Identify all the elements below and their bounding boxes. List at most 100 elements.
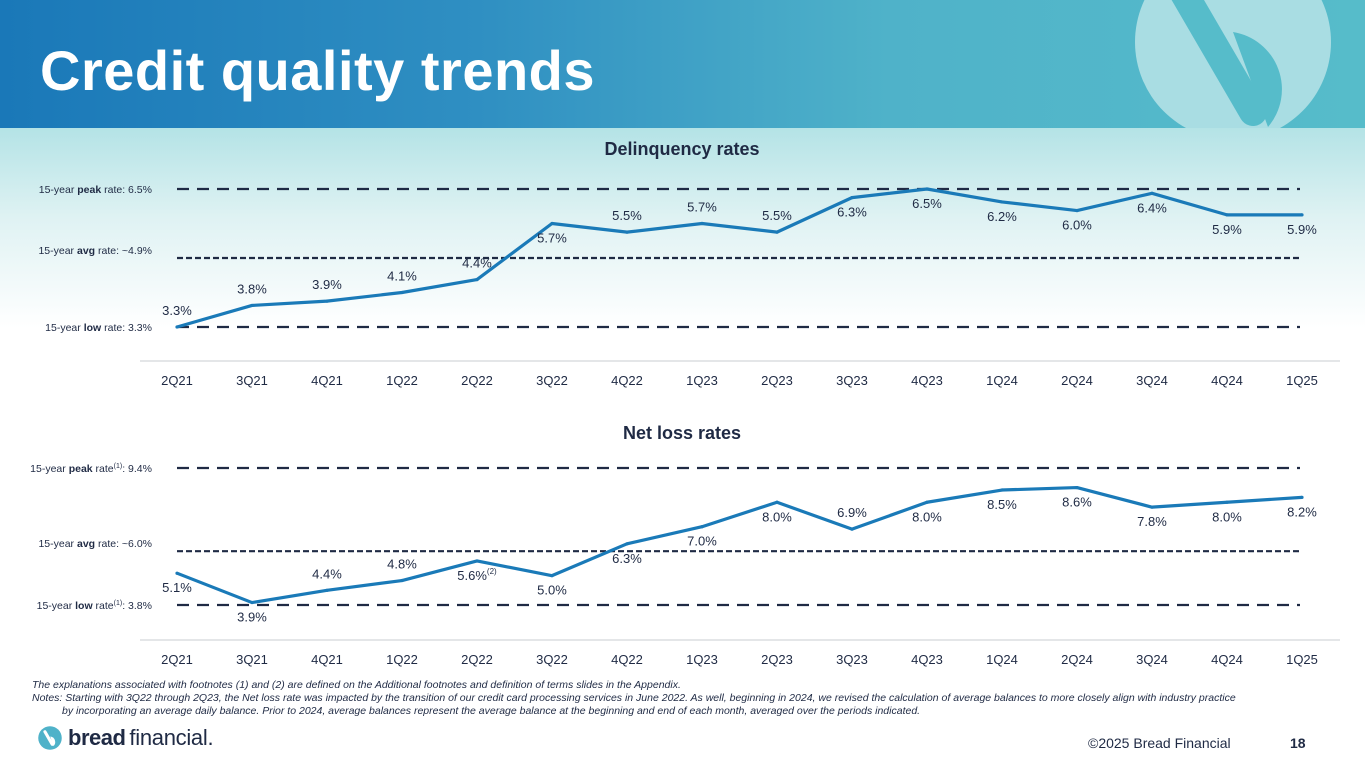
x-tick-label: 3Q21 [236, 373, 268, 388]
data-label: 8.2% [1287, 504, 1317, 519]
data-point [325, 588, 329, 592]
data-point [1225, 213, 1229, 217]
x-tick-label: 3Q23 [836, 652, 868, 667]
footnote-line: Notes: Starting with 3Q22 through 2Q23, … [32, 692, 1236, 704]
data-label: 8.5% [987, 497, 1017, 512]
title-banner: Credit quality trends [0, 0, 1365, 128]
data-point [850, 527, 854, 531]
page-title: Credit quality trends [40, 39, 596, 102]
data-point [325, 299, 329, 303]
data-point [475, 559, 479, 563]
brand-logo: bread financial. [38, 725, 214, 751]
data-point [550, 574, 554, 578]
data-point [1150, 191, 1154, 195]
delinquency-chart: Delinquency rates 15-year peak rate: 6.5%… [38, 139, 1340, 388]
data-label: 3.8% [237, 281, 267, 296]
data-point [1300, 213, 1304, 217]
x-tick-label: 3Q21 [236, 652, 268, 667]
data-label: 5.0% [537, 583, 567, 598]
x-tick-label: 1Q24 [986, 652, 1018, 667]
footnote-line: The explanations associated with footnot… [32, 679, 681, 691]
data-point [1300, 495, 1304, 499]
data-point [700, 525, 704, 529]
data-point [1000, 200, 1004, 204]
data-point [925, 500, 929, 504]
data-point [850, 196, 854, 200]
data-point [775, 500, 779, 504]
data-label: 5.6%(2) [457, 567, 497, 583]
series-line [176, 187, 1302, 329]
data-label: 3.9% [312, 277, 342, 292]
data-point [400, 290, 404, 295]
data-label: 5.9% [1287, 222, 1317, 237]
series-line [176, 485, 1303, 605]
x-tick-label: 2Q23 [761, 373, 793, 388]
page-number: 18 [1290, 735, 1306, 751]
data-point [1225, 500, 1229, 504]
reference-label-low: 15-year low rate: 3.3% [45, 322, 152, 334]
x-tick-label: 3Q24 [1136, 652, 1168, 667]
data-label: 8.0% [1212, 509, 1242, 524]
x-tick-label: 3Q23 [836, 373, 868, 388]
data-point [1075, 485, 1079, 490]
data-point [175, 325, 179, 329]
x-tick-label: 2Q24 [1061, 373, 1093, 388]
footnotes: The explanations associated with footnot… [32, 679, 1352, 718]
data-point [250, 303, 254, 308]
x-tick-label: 2Q21 [161, 652, 193, 667]
x-tick-label: 4Q23 [911, 373, 943, 388]
data-label: 5.5% [762, 208, 792, 223]
data-label: 4.4% [462, 256, 492, 271]
data-point [250, 600, 254, 605]
x-tick-label: 4Q21 [311, 652, 343, 667]
data-point [1075, 208, 1079, 213]
x-tick-label: 2Q24 [1061, 652, 1093, 667]
x-tick-label: 1Q24 [986, 373, 1018, 388]
chart-title: Delinquency rates [604, 139, 759, 159]
reference-label-low: 15-year low rate(1): 3.8% [37, 600, 152, 612]
data-point [625, 230, 629, 234]
copyright: ©2025 Bread Financial [1088, 735, 1231, 751]
data-label: 6.2% [987, 209, 1017, 224]
x-tick-label: 2Q23 [761, 652, 793, 667]
x-tick-label: 4Q22 [611, 373, 643, 388]
x-tick-label: 2Q22 [461, 373, 493, 388]
chart-title: Net loss rates [623, 423, 741, 443]
data-label: 4.1% [387, 269, 417, 284]
reference-label-avg: 15-year avg rate: ~4.9% [38, 245, 152, 257]
data-label: 6.9% [837, 505, 867, 520]
data-point [775, 230, 779, 234]
data-label: 7.0% [687, 534, 717, 549]
x-tick-label: 2Q21 [161, 373, 193, 388]
data-point [475, 277, 479, 282]
x-tick-label: 4Q22 [611, 652, 643, 667]
data-point [625, 542, 629, 546]
chart-background-band [0, 128, 1365, 328]
brand-watermark-icon [1135, 0, 1331, 128]
data-label: 6.0% [1062, 218, 1092, 233]
reference-label-peak: 15-year peak rate(1): 9.4% [30, 463, 152, 475]
reference-label-peak: 15-year peak rate: 6.5% [39, 184, 152, 196]
x-tick-label: 4Q24 [1211, 652, 1243, 667]
data-label: 5.7% [537, 231, 567, 246]
data-point [1000, 488, 1004, 492]
data-label: 5.7% [687, 200, 717, 215]
data-label: 5.9% [1212, 222, 1242, 237]
footnote-line: by incorporating an average daily balanc… [62, 705, 921, 717]
x-tick-label: 4Q21 [311, 373, 343, 388]
x-tick-label: 3Q22 [536, 652, 568, 667]
data-label: 6.3% [612, 551, 642, 566]
data-point [400, 578, 404, 583]
net-loss-chart: Net loss rates 15-year peak rate(1): 9.4%… [30, 423, 1340, 667]
x-tick-label: 1Q25 [1286, 373, 1318, 388]
x-tick-label: 4Q24 [1211, 373, 1243, 388]
data-label: 6.4% [1137, 200, 1167, 215]
data-point [550, 221, 554, 226]
data-point [1150, 505, 1154, 509]
data-point [700, 221, 704, 226]
data-label: 8.0% [762, 509, 792, 524]
x-tick-label: 2Q22 [461, 652, 493, 667]
data-label: 6.3% [837, 205, 867, 220]
x-tick-label: 1Q23 [686, 652, 718, 667]
data-label: 8.0% [912, 509, 942, 524]
